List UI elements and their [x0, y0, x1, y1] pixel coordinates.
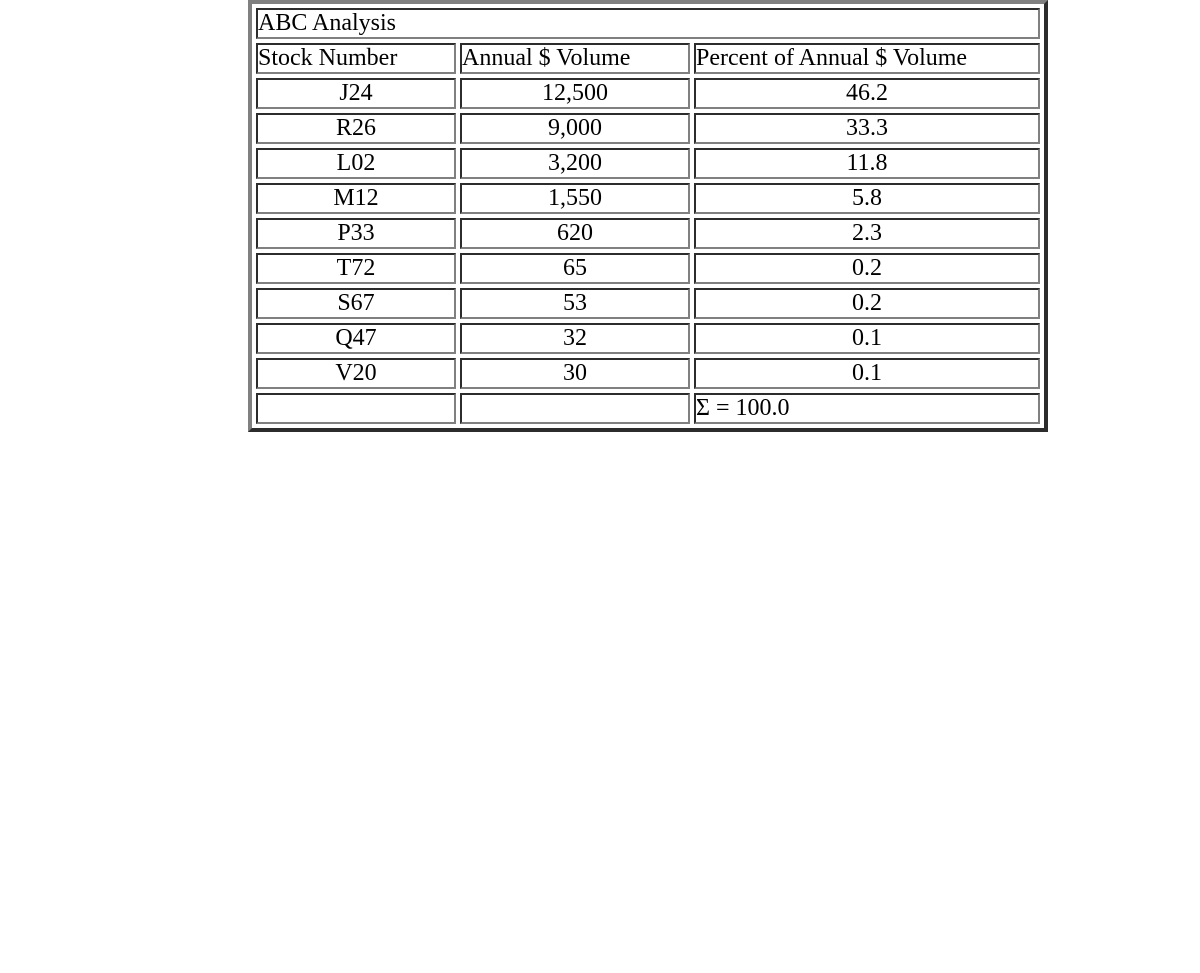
table-title-row: ABC Analysis [256, 8, 1040, 39]
cell-stock: V20 [256, 358, 456, 389]
cell-percent: 2.3 [694, 218, 1040, 249]
table-row: L02 3,200 11.8 [256, 148, 1040, 179]
cell-volume: 65 [460, 253, 690, 284]
cell-percent: 0.2 [694, 288, 1040, 319]
footer-cell-volume [460, 393, 690, 424]
cell-volume: 53 [460, 288, 690, 319]
cell-volume: 12,500 [460, 78, 690, 109]
cell-stock: M12 [256, 183, 456, 214]
footer-cell-stock [256, 393, 456, 424]
abc-analysis-table: ABC Analysis Stock Number Annual $ Volum… [248, 0, 1048, 432]
cell-volume: 9,000 [460, 113, 690, 144]
cell-stock: P33 [256, 218, 456, 249]
table-row: Q47 32 0.1 [256, 323, 1040, 354]
cell-stock: Q47 [256, 323, 456, 354]
col-header-percent: Percent of Annual $ Volume [694, 43, 1040, 74]
cell-percent: 5.8 [694, 183, 1040, 214]
table-header-row: Stock Number Annual $ Volume Percent of … [256, 43, 1040, 74]
cell-stock: R26 [256, 113, 456, 144]
table-title: ABC Analysis [256, 8, 1040, 39]
cell-percent: 46.2 [694, 78, 1040, 109]
table-row: T72 65 0.2 [256, 253, 1040, 284]
table-row: P33 620 2.3 [256, 218, 1040, 249]
cell-volume: 1,550 [460, 183, 690, 214]
cell-percent: 0.1 [694, 323, 1040, 354]
cell-volume: 32 [460, 323, 690, 354]
cell-percent: 0.1 [694, 358, 1040, 389]
table-row: R26 9,000 33.3 [256, 113, 1040, 144]
cell-stock: J24 [256, 78, 456, 109]
table-footer-row: Σ = 100.0 [256, 393, 1040, 424]
footer-cell-sum: Σ = 100.0 [694, 393, 1040, 424]
table-row: M12 1,550 5.8 [256, 183, 1040, 214]
cell-volume: 30 [460, 358, 690, 389]
cell-percent: 11.8 [694, 148, 1040, 179]
cell-volume: 3,200 [460, 148, 690, 179]
table-row: S67 53 0.2 [256, 288, 1040, 319]
table-row: J24 12,500 46.2 [256, 78, 1040, 109]
col-header-stock: Stock Number [256, 43, 456, 74]
cell-stock: S67 [256, 288, 456, 319]
cell-stock: T72 [256, 253, 456, 284]
cell-percent: 33.3 [694, 113, 1040, 144]
cell-volume: 620 [460, 218, 690, 249]
cell-stock: L02 [256, 148, 456, 179]
col-header-volume: Annual $ Volume [460, 43, 690, 74]
cell-percent: 0.2 [694, 253, 1040, 284]
table-row: V20 30 0.1 [256, 358, 1040, 389]
